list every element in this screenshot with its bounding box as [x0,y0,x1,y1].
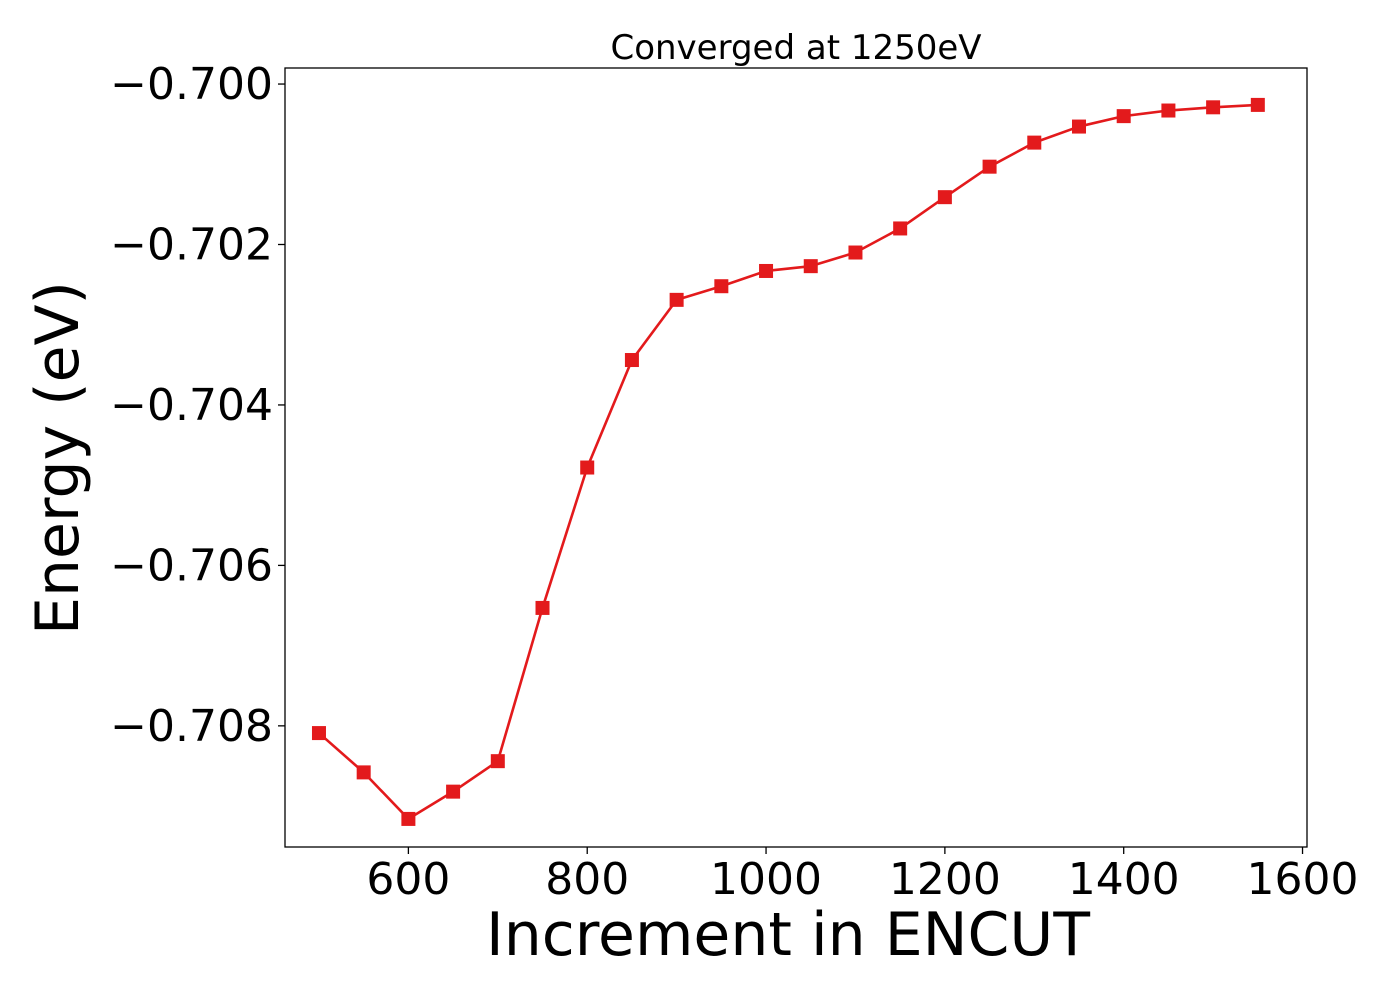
x-tick-label: 1000 [710,854,822,905]
y-tick-label: −0.702 [110,219,273,270]
plot-frame [284,67,1308,848]
data-point [356,765,371,780]
x-tick-label: 1400 [1068,854,1180,905]
data-point [1116,109,1131,124]
data-point [982,159,997,174]
data-point [848,245,863,260]
data-point [937,190,952,205]
x-tick-label: 600 [366,854,450,905]
data-point [1161,103,1176,118]
data-point [446,784,461,799]
data-point [311,726,326,741]
data-point [1071,119,1086,134]
y-tick-label: −0.706 [110,540,273,591]
data-point [490,754,505,769]
data-point [1250,97,1265,112]
plot-area [284,67,1308,848]
series-layer [311,97,1265,826]
data-point [669,292,684,307]
x-tick-label: 1600 [1247,854,1359,905]
data-point [803,259,818,274]
data-point [759,263,774,278]
y-tick-label: −0.700 [110,59,273,110]
data-point [1027,135,1042,150]
x-axis: 600 800 1000 1200 1400 1600 [366,847,1359,905]
data-point [624,353,639,368]
x-tick-label: 1200 [889,854,1001,905]
data-point [893,221,908,236]
chart-title: Converged at 1250eV [610,28,981,68]
y-tick-label: −0.708 [110,701,273,752]
data-point [714,279,729,294]
series-line [318,103,1258,821]
y-axis-label: Energy (eV) [23,281,93,635]
data-point [535,600,550,615]
data-point [1206,100,1221,115]
data-point [580,460,595,475]
data-point [401,811,416,826]
y-tick-label: −0.704 [110,380,273,431]
x-tick-label: 800 [545,854,629,905]
x-axis-label: Increment in ENCUT [486,900,1090,970]
y-axis: −0.700 −0.702 −0.704 −0.706 −0.708 [110,59,285,752]
